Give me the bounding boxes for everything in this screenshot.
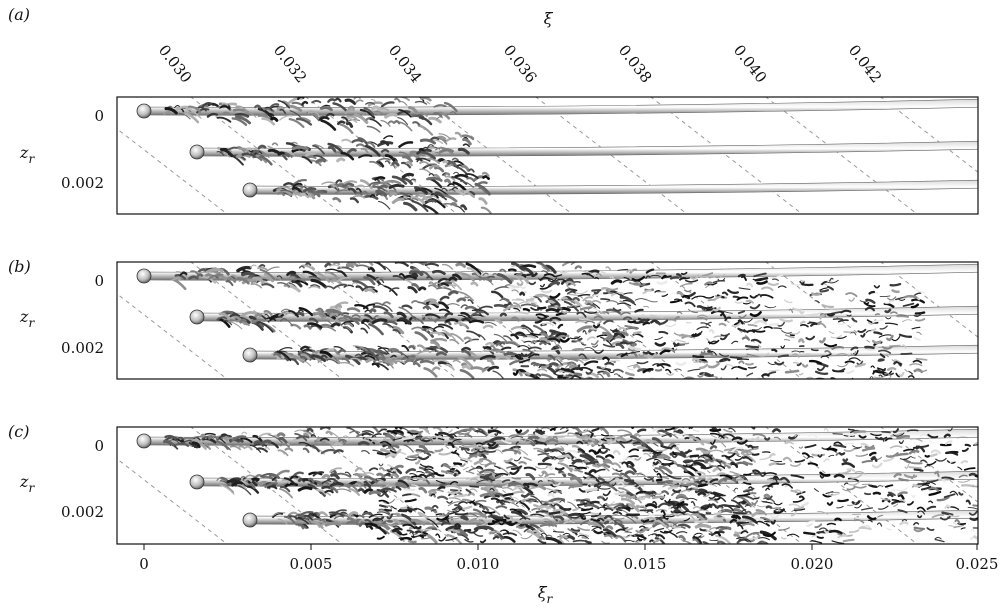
top-tick-6: 0.042: [845, 41, 886, 86]
bottom-tick-4: 0.020: [791, 555, 834, 573]
top-tick-5: 0.040: [730, 41, 771, 86]
panel-b: (b) 0 0.002 zr: [8, 257, 979, 380]
panel-b-ytick-1: 0.002: [61, 339, 104, 357]
panel-c-frame: [116, 426, 979, 545]
top-tick-3: 0.036: [500, 41, 541, 86]
bottom-tick-1: 0.005: [290, 555, 333, 573]
panel-c-ylabel: zr: [19, 472, 35, 495]
bottom-tick-3: 0.015: [624, 555, 667, 573]
panel-b-field: [117, 262, 978, 379]
top-tick-2: 0.034: [385, 41, 426, 86]
bottom-tick-2: 0.010: [457, 555, 500, 573]
bottom-axis-label: ξr: [538, 583, 554, 606]
bottom-tick-0: 0: [139, 555, 149, 573]
panel-b-label: (b): [8, 257, 31, 276]
panel-c: (c) 0 0.002 zr: [8, 422, 979, 545]
panel-c-ytick-0: 0: [94, 437, 104, 455]
top-tick-1: 0.032: [270, 41, 311, 86]
bottom-ticks: 0 0.005 0.010 0.015 0.020 0.025: [139, 544, 998, 573]
panel-a-frame: [116, 96, 979, 215]
panel-a: (a) 0 0.002 zr: [8, 5, 979, 215]
panel-b-ylabel: zr: [19, 307, 35, 330]
bottom-tick-5: 0.025: [956, 555, 999, 573]
top-axis-label: ξ: [544, 9, 554, 28]
panel-c-label: (c): [8, 422, 29, 441]
panel-a-ytick-0: 0: [94, 107, 104, 125]
panel-a-field: [117, 97, 978, 214]
top-ticks: 0.030 0.032 0.034 0.036 0.038 0.040 0.04…: [155, 41, 886, 86]
panel-a-ylabel: zr: [19, 143, 35, 166]
panel-a-label: (a): [8, 5, 30, 24]
panel-b-ytick-0: 0: [94, 272, 104, 290]
panel-c-field: [117, 427, 978, 544]
top-tick-0: 0.030: [155, 41, 196, 86]
top-tick-4: 0.038: [615, 41, 656, 86]
panel-b-frame: [116, 261, 979, 380]
panel-a-ytick-1: 0.002: [61, 174, 104, 192]
panel-c-ytick-1: 0.002: [61, 503, 104, 521]
